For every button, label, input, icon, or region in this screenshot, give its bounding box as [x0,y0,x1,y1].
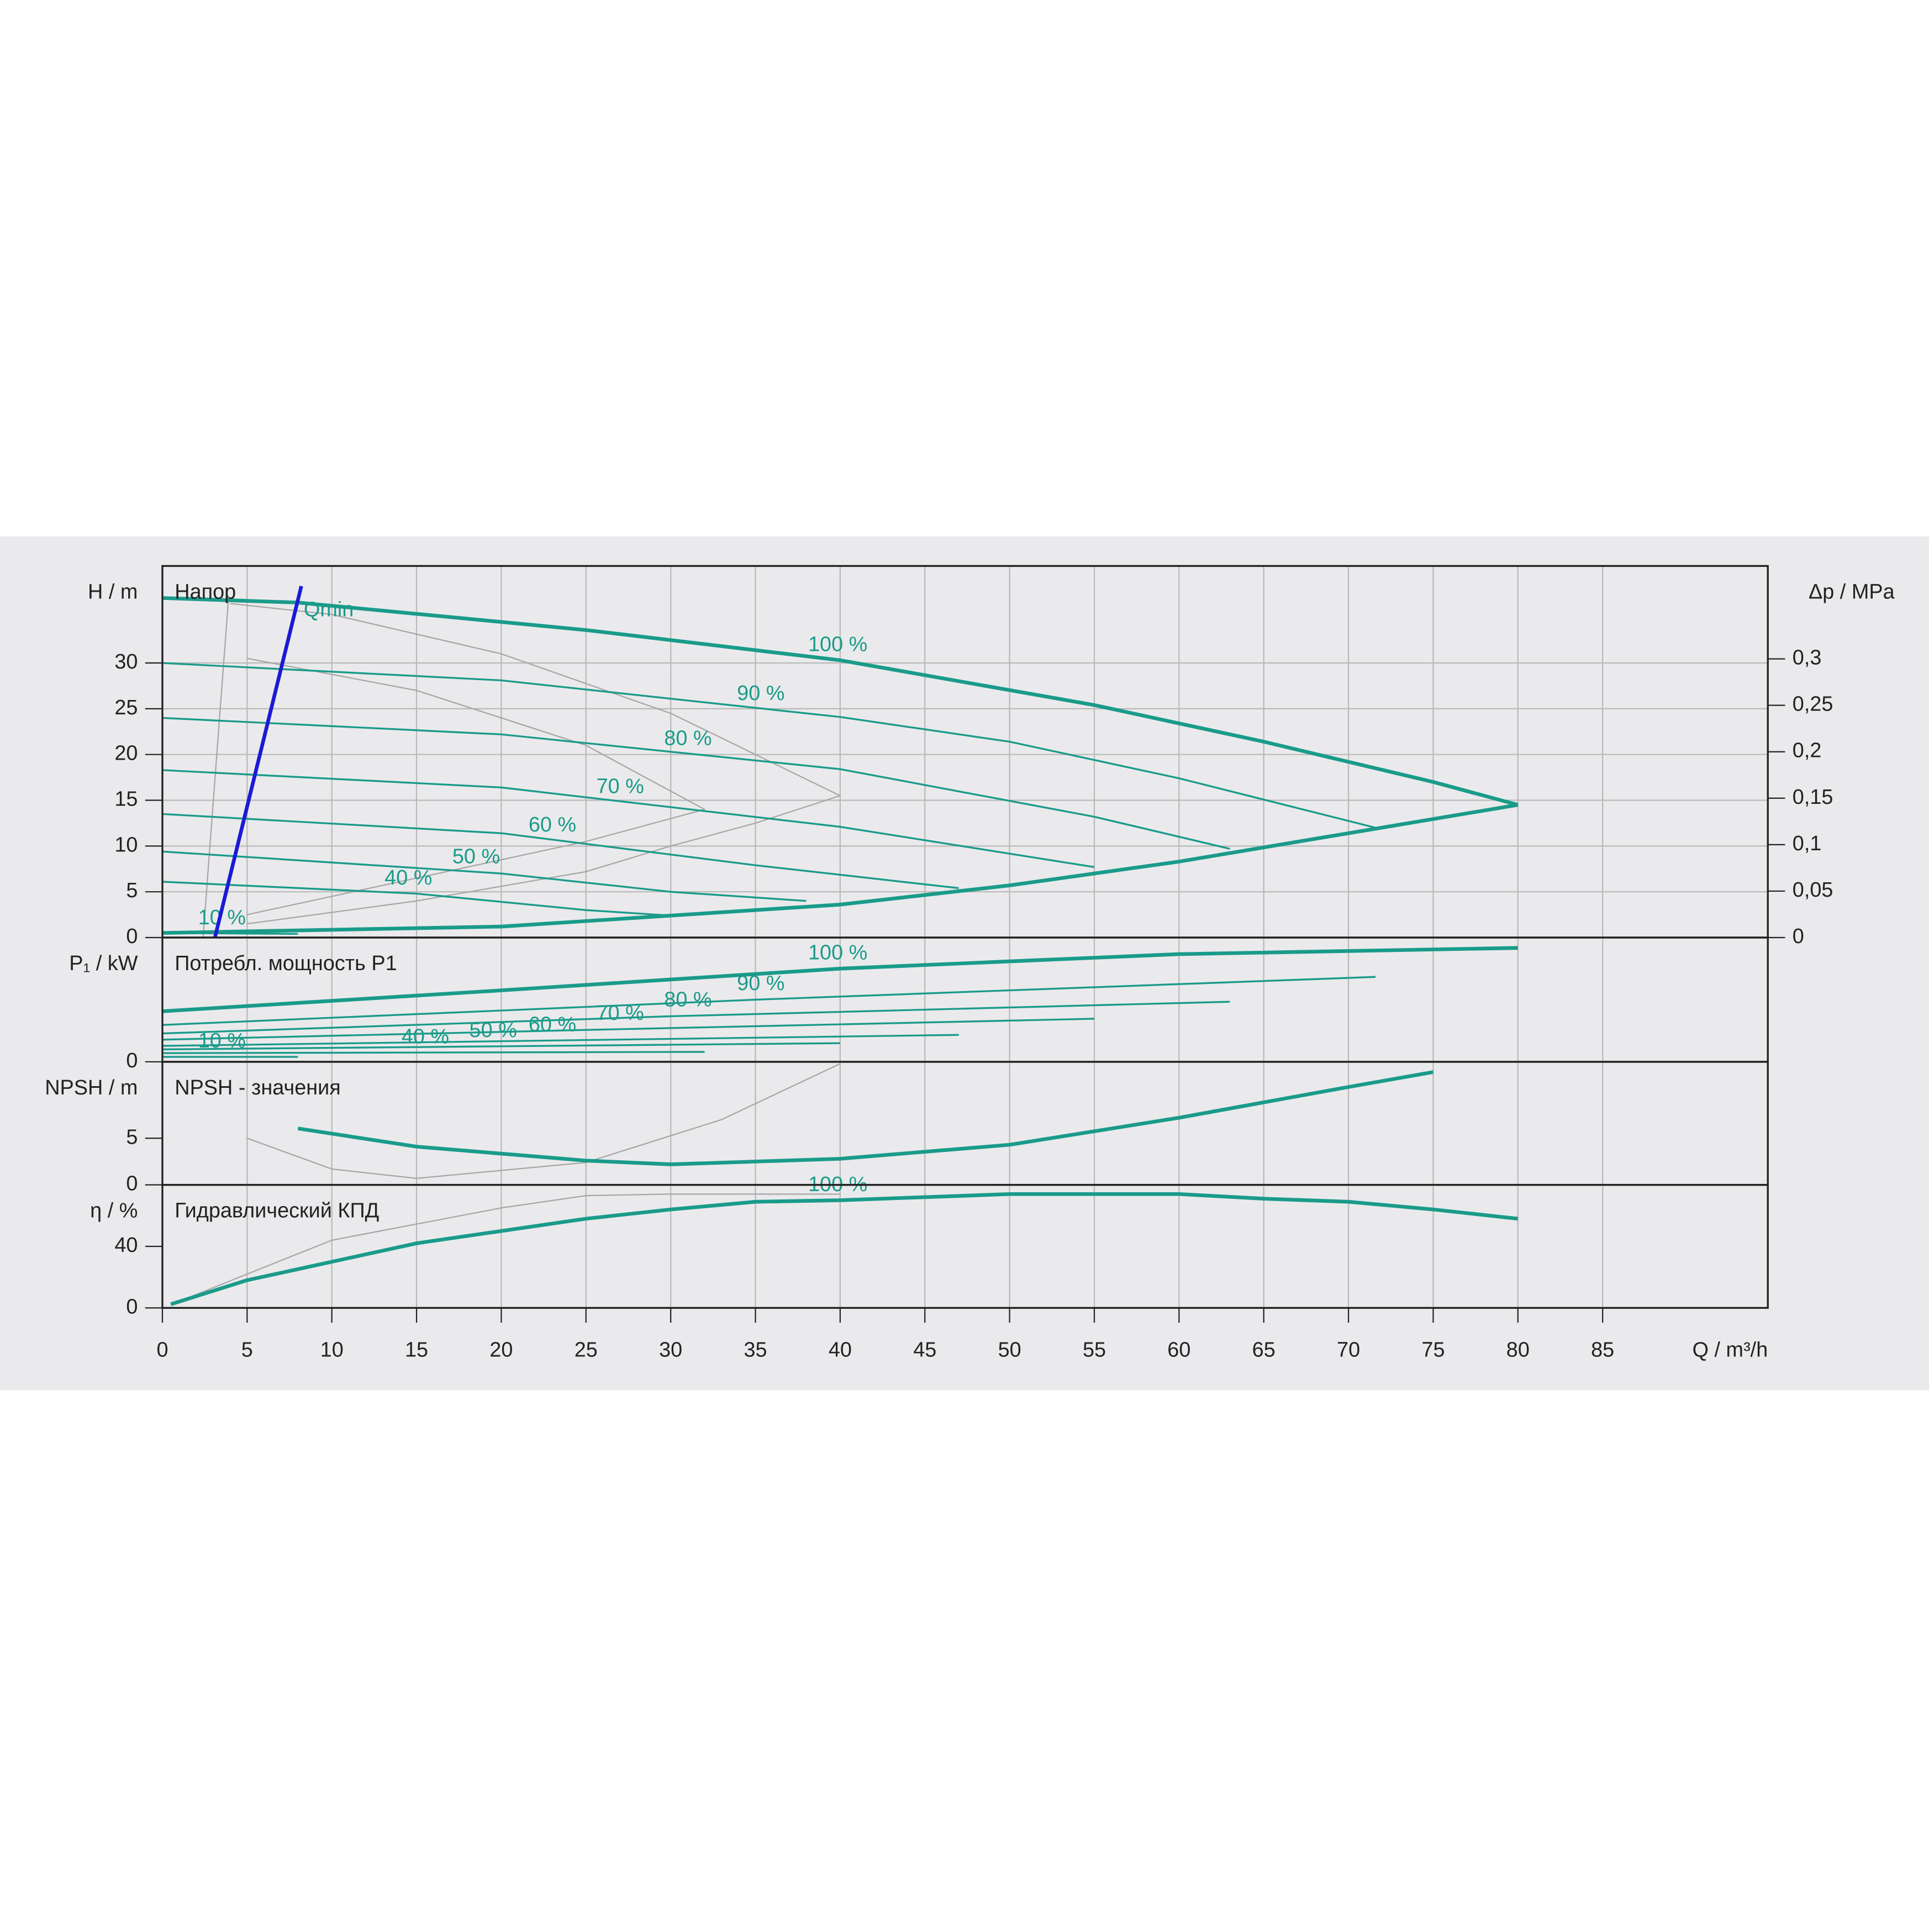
panel-frame [161,1183,1769,1309]
curve [230,603,841,925]
curve-label: 50 % [470,1019,517,1042]
curve [202,598,229,938]
y-tick-label: 0 [126,1295,138,1318]
y2-tick-label: 0,05 [1793,878,1833,902]
y-tick-label: 0 [126,925,138,948]
curve [162,1001,1230,1035]
panel-title: Напор [175,580,236,603]
x-axis-label: Q / m³/h [1693,1338,1768,1361]
curve [162,881,671,917]
y-tick-label: 15 [114,788,138,811]
curve-label: 70 % [597,775,644,798]
curve-label: 50 % [452,845,500,868]
curve [162,946,1518,1013]
curve [162,1034,959,1047]
y-axis-label: P₁ / kW [69,952,138,975]
curve-label: 60 % [529,813,576,836]
panel-title: Гидравлический КПД [175,1199,379,1223]
curve [213,586,303,938]
curve [162,662,1376,829]
y-tick-label: 0 [126,1172,138,1196]
panel-title: Потребл. мощность P1 [175,952,397,975]
x-tick-label: 70 [1337,1338,1360,1361]
x-tick-label: 45 [913,1338,936,1361]
curve-label: 90 % [737,972,784,995]
x-tick-label: 50 [998,1338,1021,1361]
curve [246,1063,841,1179]
curve-label: 90 % [737,682,784,705]
y-tick-label: 0 [126,1049,138,1072]
y-tick-label: 25 [114,696,138,719]
curve [297,1070,1434,1166]
y2-tick-label: 0,1 [1793,832,1822,855]
curve [162,769,1095,868]
curve-label: 70 % [597,1002,644,1025]
curve [247,657,705,915]
y-tick-label: 5 [126,1125,138,1149]
curve-label: 100 % [808,941,867,965]
curve-label: Qmin [304,598,354,621]
x-tick-label: 60 [1167,1338,1190,1361]
y-axis-label: H / m [88,580,138,603]
y-tick-label: 10 [114,833,138,856]
curve-label: 40 % [384,866,432,889]
x-tick-label: 20 [489,1338,513,1361]
curve [162,850,807,902]
x-tick-label: 35 [744,1338,767,1361]
curve [162,1018,1095,1041]
curve [162,717,1230,850]
curve [162,976,1376,1026]
y2-tick-label: 0,15 [1793,786,1833,809]
curve [170,1192,1519,1306]
curve [162,803,1519,935]
curve-label: 100 % [808,633,867,656]
y2-tick-label: 0 [1793,925,1804,948]
y2-axis-label: Δp / MPa [1809,580,1895,603]
x-tick-label: 0 [156,1338,168,1361]
y-tick-label: 5 [126,879,138,902]
curve [170,1193,840,1305]
y2-tick-label: 0,25 [1793,693,1833,716]
x-tick-label: 75 [1421,1338,1445,1361]
x-tick-label: 40 [829,1338,852,1361]
x-tick-label: 15 [405,1338,428,1361]
y-axis-label: NPSH / m [45,1076,138,1099]
x-tick-label: 55 [1083,1338,1106,1361]
y-tick-label: 20 [114,742,138,765]
x-tick-label: 10 [320,1338,344,1361]
x-tick-label: 30 [659,1338,682,1361]
curve-label: 10 % [198,1029,246,1052]
y-axis-label: η / % [90,1199,138,1223]
panel-title: NPSH - значения [175,1076,341,1099]
x-tick-label: 65 [1252,1338,1276,1361]
y-tick-label: 30 [114,650,138,673]
curve-label: 60 % [529,1013,576,1036]
curve [162,813,959,889]
curve-label: 80 % [664,988,711,1012]
x-tick-label: 85 [1591,1338,1614,1361]
x-tick-label: 25 [575,1338,598,1361]
curve [162,1042,840,1051]
x-tick-label: 80 [1506,1338,1530,1361]
curve-label: 80 % [664,727,711,750]
y2-tick-label: 0,3 [1793,646,1822,670]
x-tick-label: 5 [241,1338,253,1361]
y2-tick-label: 0,2 [1793,739,1822,762]
curve [162,1051,705,1054]
curve [162,596,1519,807]
y-tick-label: 40 [114,1234,138,1257]
curve-label: 40 % [402,1025,449,1048]
